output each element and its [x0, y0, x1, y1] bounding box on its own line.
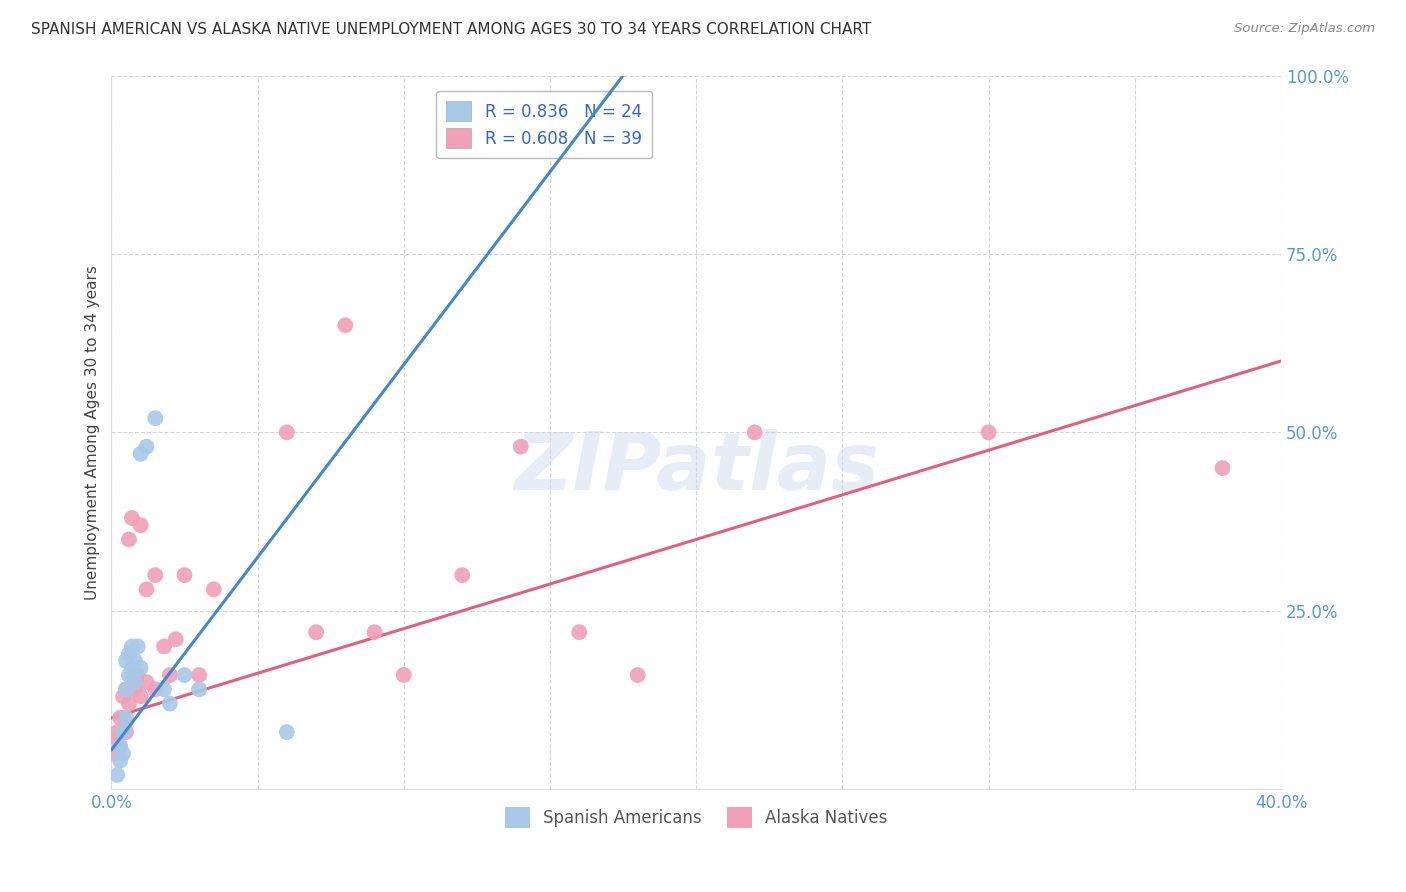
Point [202, 582, 225, 597]
Point [1211, 461, 1233, 475]
Point [153, 640, 176, 654]
Point [115, 682, 138, 697]
Point [305, 625, 328, 640]
Point [129, 661, 152, 675]
Y-axis label: Unemployment Among Ages 30 to 34 years: Unemployment Among Ages 30 to 34 years [86, 265, 100, 599]
Point [135, 582, 157, 597]
Point [121, 661, 143, 675]
Point [135, 440, 157, 454]
Point [143, 682, 166, 697]
Point [188, 682, 211, 697]
Point [121, 675, 143, 690]
Point [159, 697, 181, 711]
Point [143, 411, 166, 425]
Point [135, 675, 157, 690]
Text: Source: ZipAtlas.com: Source: ZipAtlas.com [1234, 22, 1375, 36]
Legend: Spanish Americans, Alaska Natives: Spanish Americans, Alaska Natives [498, 801, 894, 834]
Point [115, 725, 138, 739]
Point [627, 668, 650, 682]
Point [118, 668, 141, 682]
Point [112, 711, 135, 725]
Text: SPANISH AMERICAN VS ALASKA NATIVE UNEMPLOYMENT AMONG AGES 30 TO 34 YEARS CORRELA: SPANISH AMERICAN VS ALASKA NATIVE UNEMPL… [31, 22, 872, 37]
Point [105, 732, 128, 747]
Point [118, 647, 141, 661]
Point [105, 725, 128, 739]
Point [103, 747, 125, 761]
Point [977, 425, 1000, 440]
Point [127, 640, 149, 654]
Point [392, 668, 415, 682]
Point [744, 425, 766, 440]
Point [153, 682, 176, 697]
Point [165, 632, 187, 647]
Point [108, 739, 131, 754]
Point [108, 711, 131, 725]
Point [159, 668, 181, 682]
Point [188, 668, 211, 682]
Point [121, 511, 143, 525]
Point [276, 425, 298, 440]
Point [129, 447, 152, 461]
Point [118, 533, 141, 547]
Point [121, 640, 143, 654]
Point [143, 568, 166, 582]
Point [112, 747, 135, 761]
Point [124, 654, 146, 668]
Point [105, 768, 128, 782]
Point [112, 725, 135, 739]
Point [276, 725, 298, 739]
Point [108, 754, 131, 768]
Point [335, 318, 357, 333]
Point [118, 697, 141, 711]
Point [568, 625, 591, 640]
Point [127, 668, 149, 682]
Point [124, 675, 146, 690]
Point [509, 440, 531, 454]
Point [124, 682, 146, 697]
Point [173, 668, 195, 682]
Point [129, 690, 152, 704]
Point [115, 654, 138, 668]
Point [363, 625, 385, 640]
Point [115, 682, 138, 697]
Point [115, 711, 138, 725]
Point [129, 518, 152, 533]
Point [108, 739, 131, 754]
Text: ZIPatlas: ZIPatlas [513, 429, 879, 507]
Point [112, 690, 135, 704]
Point [451, 568, 474, 582]
Point [173, 568, 195, 582]
